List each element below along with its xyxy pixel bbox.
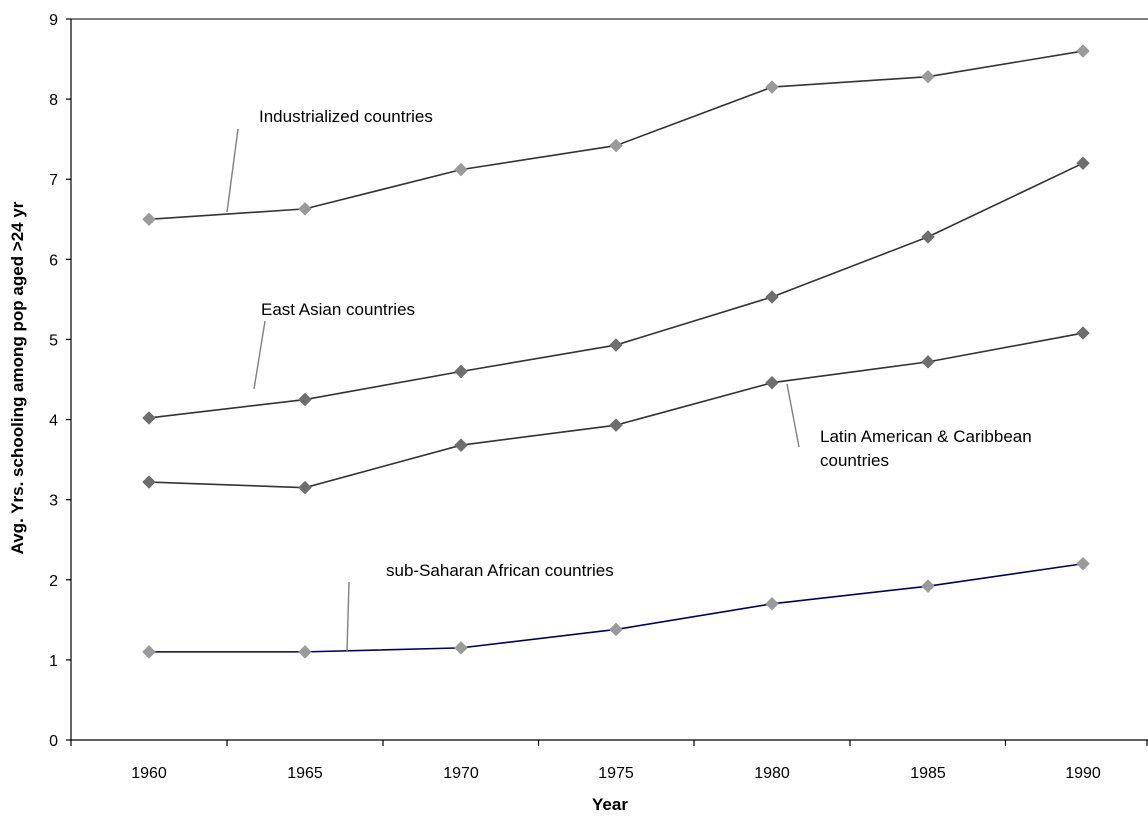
x-tick-label: 1990 (1065, 765, 1101, 782)
series-east-asian (142, 156, 1090, 425)
data-point-east-asian (454, 364, 468, 379)
data-point-east-asian (142, 411, 156, 425)
series-line-industrialized (148, 50, 1084, 221)
x-tick-label: 1970 (443, 765, 479, 782)
data-point-industrialized (454, 162, 468, 177)
y-tick-label: 3 (49, 493, 58, 510)
data-point-industrialized (921, 69, 935, 84)
x-tick-label: 1960 (131, 765, 167, 782)
callout-label: sub-Saharan African countries (386, 561, 614, 580)
callout-latin-american: Latin American & Caribbean countries (786, 383, 1032, 470)
callout-east-asian: East Asian countries (253, 300, 415, 390)
callout-industrialized: Industrialized countries (226, 107, 433, 213)
callout-leader-line (786, 383, 800, 448)
series-line-sub-saharan (149, 562, 1084, 653)
callout-label: East Asian countries (261, 300, 415, 319)
callout-label: Industrialized countries (259, 107, 433, 126)
x-tick-label: 1965 (287, 765, 323, 782)
series-sub-saharan (142, 556, 1090, 659)
series-line-latin-american (148, 332, 1084, 489)
data-point-sub-saharan (1076, 556, 1090, 571)
x-tick-label: 1975 (598, 765, 634, 782)
series-industrialized (142, 44, 1090, 227)
y-axis-title: Avg. Yrs. schooling among pop aged >24 y… (8, 201, 27, 554)
series-line-east-asian (148, 162, 1084, 419)
x-tick-label: 1980 (754, 765, 790, 782)
y-axis: 0 1 2 3 4 5 6 7 8 9 (49, 12, 72, 750)
y-tick-label: 4 (49, 413, 58, 430)
data-point-sub-saharan (454, 641, 468, 655)
data-point-latin-american (609, 418, 623, 433)
y-tick-label: 6 (49, 252, 58, 269)
data-point-east-asian (298, 392, 312, 407)
y-tick-label: 5 (49, 332, 58, 349)
data-point-latin-american (765, 375, 779, 390)
x-axis-title: Year (592, 795, 628, 814)
data-point-latin-american (1076, 326, 1090, 340)
data-point-industrialized (1076, 44, 1090, 58)
callout-label: countries (820, 451, 889, 470)
data-point-industrialized (298, 202, 312, 216)
data-point-latin-american (454, 438, 468, 453)
annotation-layer: Industrialized countries East Asian count… (226, 107, 1032, 653)
callout-leader-line (253, 320, 266, 390)
callout-leader-line (226, 128, 239, 213)
data-point-industrialized (609, 138, 623, 153)
data-point-sub-saharan (921, 579, 935, 594)
data-point-industrialized (765, 80, 779, 94)
series-layer (142, 44, 1090, 659)
data-point-east-asian (921, 230, 935, 244)
callout-label: Latin American & Caribbean (820, 427, 1032, 446)
callout-leader-line (346, 581, 350, 653)
y-tick-label: 1 (49, 653, 58, 670)
data-point-sub-saharan (609, 622, 623, 637)
data-point-sub-saharan (765, 596, 779, 611)
series-latin-american (142, 326, 1090, 495)
data-point-latin-american (142, 475, 156, 489)
data-point-east-asian (765, 290, 779, 304)
data-point-latin-american (298, 480, 312, 495)
x-tick-label: 1985 (910, 765, 946, 782)
data-point-sub-saharan (142, 645, 156, 659)
y-tick-label: 0 (49, 733, 58, 750)
y-tick-label: 7 (49, 172, 58, 189)
callout-sub-saharan: sub-Saharan African countries (346, 561, 614, 653)
data-point-east-asian (609, 338, 623, 352)
data-point-sub-saharan (298, 645, 312, 659)
data-point-latin-american (921, 355, 935, 369)
x-axis: 1960 1965 1970 1975 1980 1985 1990 (70, 739, 1148, 782)
y-tick-label: 8 (49, 92, 58, 109)
data-point-industrialized (142, 212, 156, 227)
data-point-east-asian (1076, 156, 1090, 171)
y-tick-label: 9 (49, 12, 58, 29)
y-tick-label: 2 (49, 573, 58, 590)
